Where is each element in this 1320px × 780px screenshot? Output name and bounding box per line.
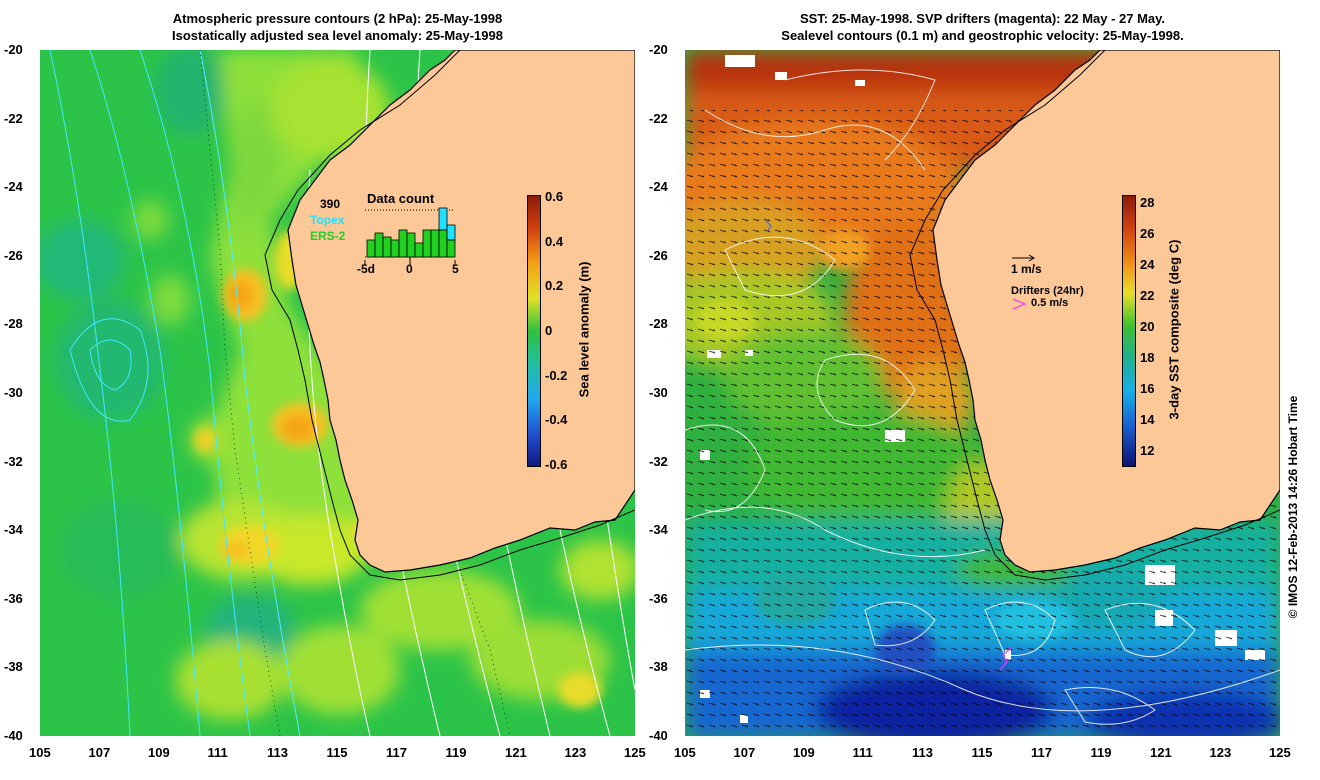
right-ytick--30: -30 <box>649 385 668 400</box>
right-title-line1: SST: 25-May-1998. SVP drifters (magenta)… <box>799 11 1166 26</box>
right-xtick-111: 111 <box>852 745 873 760</box>
inset-title: Data count <box>367 191 435 206</box>
sst-colorbar-tick-22: 22 <box>1140 288 1155 304</box>
left-ytick--20: -20 <box>4 42 23 57</box>
left-xtick-117: 117 <box>386 745 407 760</box>
left-xtick-105: 105 <box>29 745 51 760</box>
right-ytick--20: -20 <box>649 42 668 57</box>
sea-level-colorbar-tick--0.4: -0.4 <box>545 412 568 428</box>
sst-colorbar-tick-18: 18 <box>1140 350 1155 366</box>
sea-level-colorbar-tick-0.6: 0.6 <box>545 189 564 204</box>
sst-colorbar-tick-28: 28 <box>1140 194 1155 210</box>
drifters-label: Drifters (24hr) <box>1011 285 1084 297</box>
right-xtick-115: 115 <box>971 745 993 760</box>
left-xtick-107: 107 <box>88 745 111 760</box>
left-ytick--26: -26 <box>4 247 23 263</box>
left-xtick-113: 113 <box>267 745 288 760</box>
left-xtick-121: 121 <box>505 745 527 760</box>
inset-xtick-0: 0 <box>406 262 413 276</box>
left-xtick-123: 123 <box>564 745 587 760</box>
right-ytick--36: -36 <box>649 590 668 606</box>
right-xtick-113: 113 <box>912 745 933 760</box>
sst-colorbar-tick-16: 16 <box>1140 381 1155 397</box>
inset-xtick-5: 5 <box>452 262 459 276</box>
left-map-title: Atmospheric pressure contours (2 hPa): 2… <box>40 10 635 44</box>
sea-level-colorbar-tick-0: 0 <box>545 323 553 338</box>
sst-svg <box>685 50 1280 736</box>
left-title-line2: Isostatically adjusted sea level anomaly… <box>172 28 503 43</box>
left-xtick-125: 125 <box>624 745 646 760</box>
left-ytick--36: -36 <box>4 590 23 606</box>
right-title-line2: Sealevel contours (0.1 m) and geostrophi… <box>781 28 1184 43</box>
right-xtick-123: 123 <box>1209 745 1232 760</box>
sea-level-colorbar <box>527 195 541 467</box>
sea-level-anomaly-svg <box>40 50 635 736</box>
left-ytick--32: -32 <box>4 453 23 469</box>
right-xtick-105: 105 <box>674 745 696 760</box>
data-count-inset <box>364 207 456 265</box>
sea-level-colorbar-tick-0.2: 0.2 <box>545 278 564 294</box>
left-ytick--22: -22 <box>4 110 23 126</box>
inset-max-count: 390 <box>320 197 341 211</box>
velocity-scale-label: 1 m/s <box>1011 262 1042 276</box>
drifters-scale-label: 0.5 m/s <box>1031 297 1069 309</box>
left-ytick--34: -34 <box>4 522 23 538</box>
sea-level-colorbar-label: Sea level anomaly (m) <box>576 261 592 398</box>
right-ytick--22: -22 <box>649 110 668 126</box>
sea-level-colorbar-tick-0.4: 0.4 <box>545 233 564 249</box>
sst-colorbar-tick-12: 12 <box>1140 443 1155 459</box>
sst-colorbar-tick-20: 20 <box>1140 319 1155 335</box>
sea-level-colorbar-tick--0.2: -0.2 <box>545 367 568 383</box>
right-ytick--34: -34 <box>649 522 668 538</box>
left-xtick-115: 115 <box>326 745 348 760</box>
left-xtick-119: 119 <box>445 745 467 760</box>
sst-colorbar <box>1122 195 1136 467</box>
right-ytick--38: -38 <box>649 659 668 675</box>
right-ytick--28: -28 <box>649 316 668 332</box>
right-ytick--26: -26 <box>649 247 668 263</box>
sea-level-colorbar-tick--0.6: -0.6 <box>545 457 568 472</box>
left-ytick--38: -38 <box>4 659 23 675</box>
sst-colorbar-tick-24: 24 <box>1140 256 1155 272</box>
imos-credit: © IMOS 12-Feb-2013 14:26 Hobart Time <box>1286 395 1300 619</box>
left-xtick-109: 109 <box>148 745 170 760</box>
sst-colorbar-tick-14: 14 <box>1140 412 1155 428</box>
right-xtick-117: 117 <box>1031 745 1052 760</box>
right-xtick-121: 121 <box>1150 745 1172 760</box>
right-xtick-125: 125 <box>1269 745 1291 760</box>
left-ytick--30: -30 <box>4 385 23 400</box>
right-ytick--24: -24 <box>649 179 668 195</box>
inset-legend-topex: Topex <box>310 213 345 227</box>
right-xtick-109: 109 <box>793 745 815 760</box>
sst-colorbar-tick-26: 26 <box>1140 225 1155 241</box>
right-ytick--32: -32 <box>649 453 668 469</box>
left-ytick--40: -40 <box>4 728 23 743</box>
left-ytick--24: -24 <box>4 179 23 195</box>
sst-map <box>685 50 1280 736</box>
left-title-line1: Atmospheric pressure contours (2 hPa): 2… <box>172 11 503 26</box>
left-xtick-111: 111 <box>207 745 228 760</box>
right-xtick-107: 107 <box>733 745 756 760</box>
drifter-track <box>999 647 1012 671</box>
inset-legend-ers2: ERS-2 <box>310 229 346 243</box>
right-xtick-119: 119 <box>1090 745 1112 760</box>
sst-colorbar-label: 3-day SST composite (deg C) <box>1166 239 1182 420</box>
sea-level-anomaly-map <box>40 50 635 736</box>
left-ytick--28: -28 <box>4 316 23 332</box>
inset-xtick-minus5: -5d <box>357 262 375 276</box>
right-map-title: SST: 25-May-1998. SVP drifters (magenta)… <box>685 10 1280 44</box>
right-ytick--40: -40 <box>649 728 668 743</box>
